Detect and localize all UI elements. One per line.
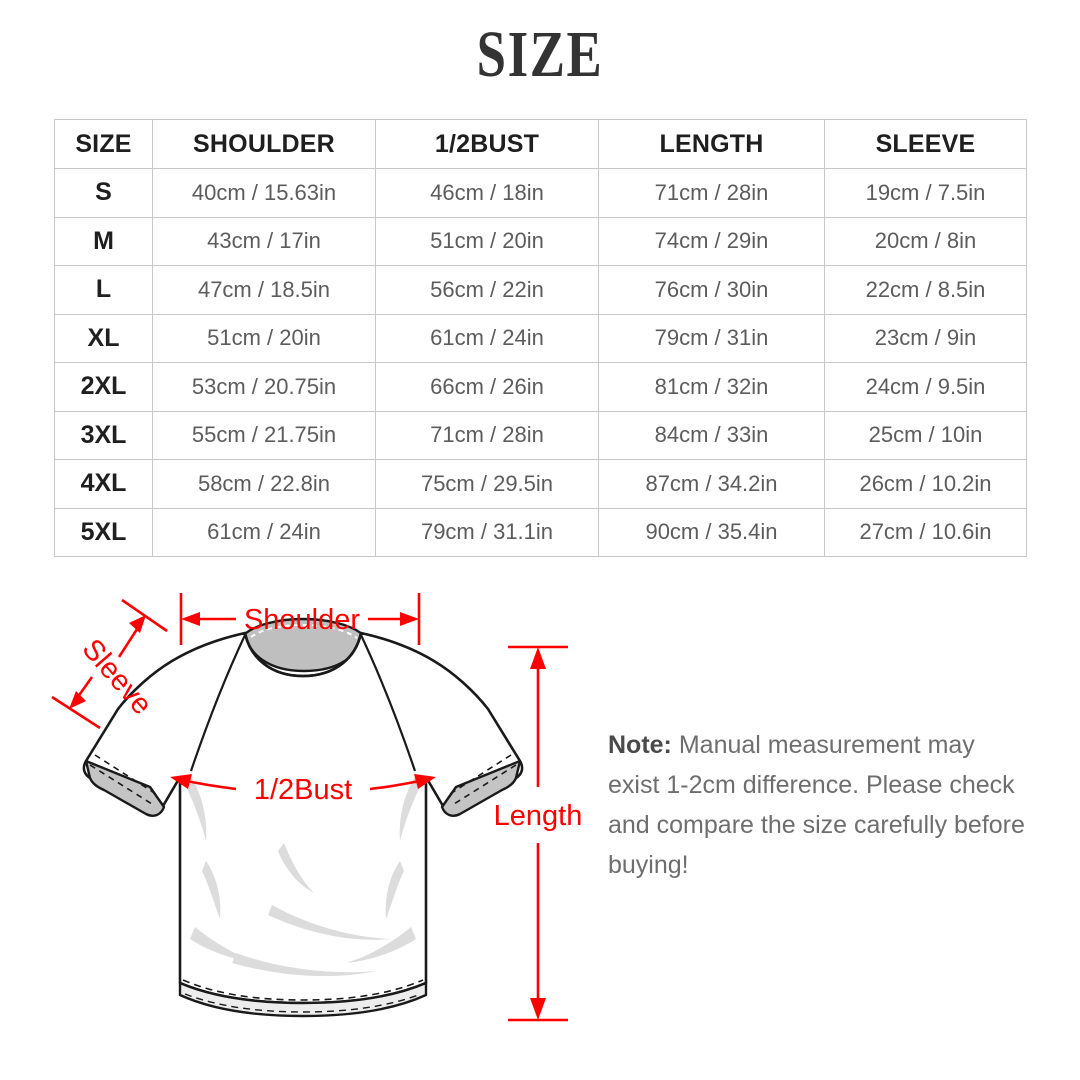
cell-length: 81cm / 32in (598, 362, 825, 412)
cell-shoulder: 61cm / 24in (152, 507, 376, 557)
length-arrowhead-top (530, 647, 546, 669)
cell-shoulder: 51cm / 20in (152, 313, 376, 363)
cell-bust: 75cm / 29.5in (375, 459, 599, 509)
cell-size: 5XL (54, 507, 153, 557)
shoulder-arrowhead-right (400, 612, 419, 626)
column-header-length: LENGTH (598, 119, 825, 169)
cuff-left (84, 759, 166, 817)
cell-sleeve: 27cm / 10.6in (824, 507, 1027, 557)
table-row: 5XL 61cm / 24in 79cm / 31.1in 90cm / 35.… (54, 507, 1027, 557)
cell-size: 3XL (54, 410, 153, 460)
cell-size: 4XL (54, 459, 153, 509)
cell-size: S (54, 168, 153, 218)
collar-stitch (250, 623, 358, 639)
cell-size: XL (54, 313, 153, 363)
cell-shoulder: 58cm / 22.8in (152, 459, 376, 509)
cell-shoulder: 43cm / 17in (152, 216, 376, 266)
cell-size: M (54, 216, 153, 266)
cell-bust: 51cm / 20in (375, 216, 599, 266)
fabric-folds (187, 775, 419, 977)
table-row: 4XL 58cm / 22.8in 75cm / 29.5in 87cm / 3… (54, 459, 1027, 509)
column-header-bust: 1/2BUST (375, 119, 599, 169)
cell-size: L (54, 265, 153, 315)
table-row: S 40cm / 15.63in 46cm / 18in 71cm / 28in… (54, 168, 1027, 218)
column-header-shoulder: SHOULDER (152, 119, 376, 169)
column-header-sleeve: SLEEVE (824, 119, 1027, 169)
cell-length: 79cm / 31in (598, 313, 825, 363)
size-chart-table: SIZE SHOULDER 1/2BUST LENGTH SLEEVE S 40… (54, 119, 1027, 557)
sleeve-arrowhead-upper (129, 615, 146, 633)
cell-sleeve: 24cm / 9.5in (824, 362, 1027, 412)
table-row: 2XL 53cm / 20.75in 66cm / 26in 81cm / 32… (54, 362, 1027, 412)
cell-shoulder: 47cm / 18.5in (152, 265, 376, 315)
cell-bust: 56cm / 22in (375, 265, 599, 315)
label-shoulder: Shoulder (244, 604, 360, 636)
cell-sleeve: 23cm / 9in (824, 313, 1027, 363)
cell-length: 76cm / 30in (598, 265, 825, 315)
cell-bust: 71cm / 28in (375, 410, 599, 460)
shirt-body (82, 631, 524, 1005)
cell-sleeve: 22cm / 8.5in (824, 265, 1027, 315)
cuff-left-stitch (89, 754, 157, 805)
table-row: L 47cm / 18.5in 56cm / 22in 76cm / 30in … (54, 265, 1027, 315)
cuff-right (440, 759, 522, 817)
cell-sleeve: 26cm / 10.2in (824, 459, 1027, 509)
table-row: XL 51cm / 20in 61cm / 24in 79cm / 31in 2… (54, 313, 1027, 363)
bust-arrowhead-left (170, 774, 192, 789)
neckline-outline (243, 632, 363, 678)
label-sleeve: Sleeve (76, 633, 158, 721)
cell-length: 74cm / 29in (598, 216, 825, 266)
bust-arrowhead-right (414, 774, 436, 789)
tshirt-illustration: Shoulder Sleeve 1/2Bust Length (51, 593, 583, 1022)
note-text: Manual measurement may exist 1-2cm diffe… (608, 731, 1025, 879)
measurement-diagram: Shoulder Sleeve 1/2Bust Length Note: Man… (0, 575, 1080, 1080)
cuff-right-stitch (449, 754, 517, 805)
cell-length: 90cm / 35.4in (598, 507, 825, 557)
label-length: Length (494, 800, 583, 832)
cell-size: 2XL (54, 362, 153, 412)
shoulder-seam-left (189, 634, 246, 772)
cell-bust: 79cm / 31.1in (375, 507, 599, 557)
cell-length: 84cm / 33in (598, 410, 825, 460)
sleeve-tick-upper (121, 598, 168, 633)
column-header-size: SIZE (54, 119, 153, 169)
table-row: 3XL 55cm / 21.75in 71cm / 28in 84cm / 33… (54, 410, 1027, 460)
page-title: SIZE (476, 18, 604, 91)
cell-shoulder: 40cm / 15.63in (152, 168, 376, 218)
measurement-note: Note: Manual measurement may exist 1-2cm… (608, 725, 1028, 885)
cell-bust: 46cm / 18in (375, 168, 599, 218)
shoulder-seam-right (360, 634, 417, 772)
length-arrowhead-bottom (530, 998, 546, 1020)
table-header-row: SIZE SHOULDER 1/2BUST LENGTH SLEEVE (54, 119, 1027, 169)
cell-bust: 61cm / 24in (375, 313, 599, 363)
shoulder-arrowhead-left (181, 612, 200, 626)
label-half-bust: 1/2Bust (254, 774, 352, 806)
hem-stitch-upper (182, 979, 424, 1001)
cell-bust: 66cm / 26in (375, 362, 599, 412)
cell-shoulder: 53cm / 20.75in (152, 362, 376, 412)
sleeve-arrowhead-lower (69, 691, 86, 709)
cell-length: 87cm / 34.2in (598, 459, 825, 509)
cell-length: 71cm / 28in (598, 168, 825, 218)
cell-sleeve: 20cm / 8in (824, 216, 1027, 266)
sleeve-tick-lower (51, 695, 101, 730)
cell-shoulder: 55cm / 21.75in (152, 410, 376, 460)
hem-stitch-lower (184, 993, 422, 1013)
size-chart-table-container: SIZE SHOULDER 1/2BUST LENGTH SLEEVE S 40… (54, 119, 1027, 557)
cell-sleeve: 25cm / 10in (824, 410, 1027, 460)
cell-sleeve: 19cm / 7.5in (824, 168, 1027, 218)
table-row: M 43cm / 17in 51cm / 20in 74cm / 29in 20… (54, 216, 1027, 266)
note-label: Note: (608, 731, 672, 759)
tshirt-garment (82, 617, 524, 1018)
